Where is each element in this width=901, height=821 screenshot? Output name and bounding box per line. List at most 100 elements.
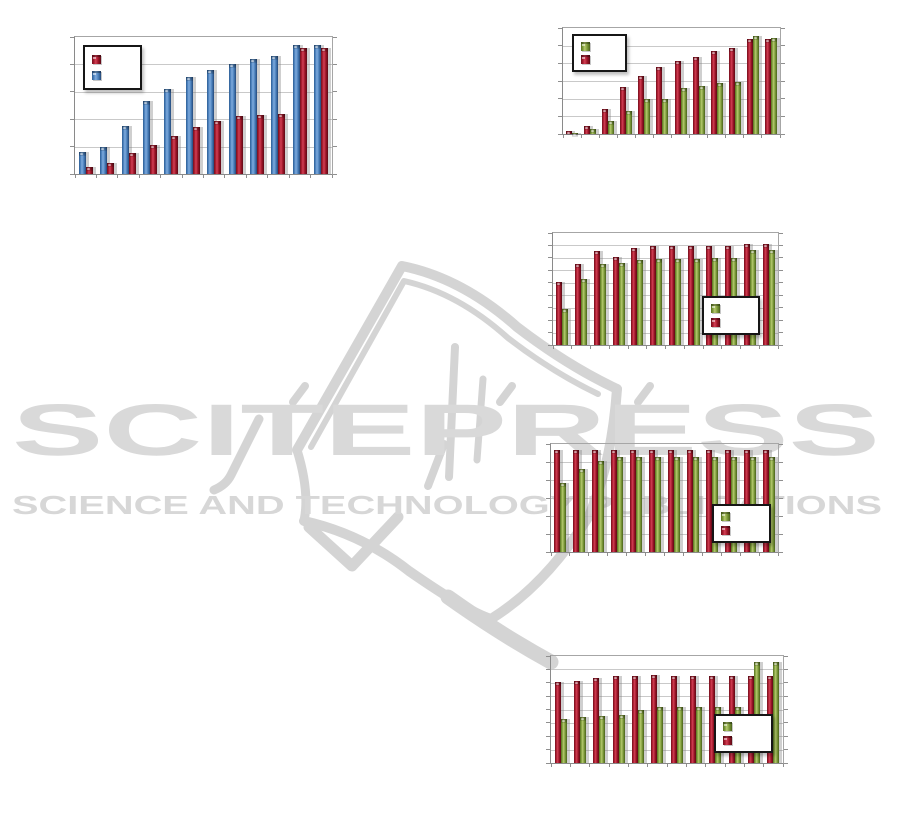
legend-entry bbox=[721, 525, 762, 535]
axis-tick bbox=[558, 133, 562, 135]
axis-tick bbox=[588, 553, 590, 556]
legend-swatch-red bbox=[581, 55, 590, 64]
axis-tick bbox=[546, 515, 550, 517]
bar-green bbox=[572, 132, 579, 138]
axis-tick bbox=[117, 175, 119, 178]
axis-tick bbox=[779, 344, 783, 346]
legend-entry bbox=[92, 71, 133, 81]
axis-tick bbox=[548, 294, 552, 296]
axis-tick bbox=[548, 269, 552, 271]
bar-green bbox=[692, 456, 699, 552]
bar-green bbox=[581, 278, 588, 345]
axis-tick bbox=[558, 45, 562, 47]
axis-tick bbox=[548, 344, 552, 346]
axis-tick bbox=[70, 91, 74, 93]
axis-tick bbox=[569, 764, 571, 767]
axis-tick bbox=[705, 764, 707, 767]
axis-tick bbox=[664, 553, 665, 556]
axis-tick bbox=[616, 135, 618, 138]
axis-tick bbox=[552, 346, 554, 349]
axis-tick bbox=[779, 461, 783, 463]
axis-tick bbox=[779, 443, 783, 445]
axis-tick bbox=[779, 244, 783, 246]
axis-tick bbox=[331, 175, 333, 178]
legend-entry bbox=[581, 55, 618, 64]
bar-red bbox=[612, 676, 619, 763]
axis-tick bbox=[707, 135, 709, 138]
axis-tick bbox=[70, 63, 74, 65]
legend-entry bbox=[92, 54, 133, 64]
axis-tick bbox=[701, 553, 703, 556]
bar-red bbox=[667, 450, 674, 552]
bar-red bbox=[192, 127, 200, 174]
axis-tick bbox=[70, 146, 74, 148]
bar-green bbox=[674, 258, 681, 345]
bar-green bbox=[752, 36, 759, 134]
axis-tick bbox=[779, 551, 783, 553]
figure-bar-chart-center-right bbox=[546, 443, 783, 556]
axis-tick bbox=[245, 175, 247, 178]
axis-tick bbox=[558, 115, 562, 117]
legend-box bbox=[702, 296, 760, 335]
gridline bbox=[553, 307, 778, 309]
gridline bbox=[553, 282, 778, 284]
bar-red bbox=[171, 135, 179, 174]
legend-swatch-blue bbox=[92, 71, 101, 81]
bar-green bbox=[608, 121, 615, 134]
axis-tick bbox=[598, 135, 600, 138]
axis-tick bbox=[627, 346, 629, 349]
axis-tick bbox=[665, 346, 666, 349]
axis-tick bbox=[781, 80, 785, 82]
bar-red bbox=[728, 48, 735, 134]
bar-green bbox=[716, 83, 723, 134]
axis-tick bbox=[580, 135, 582, 138]
bar-green bbox=[598, 461, 605, 552]
bar-red bbox=[706, 246, 713, 345]
axis-tick bbox=[740, 346, 741, 349]
axis-tick bbox=[784, 655, 788, 657]
bar-red bbox=[687, 246, 694, 345]
bar-green bbox=[770, 37, 777, 134]
bar-red bbox=[566, 130, 573, 136]
bar-red bbox=[724, 450, 731, 552]
legend-entry bbox=[723, 735, 764, 745]
gridline bbox=[563, 45, 780, 47]
axis-tick bbox=[779, 533, 783, 535]
axis-tick bbox=[779, 319, 783, 321]
axis-tick bbox=[682, 553, 684, 556]
bar-red bbox=[692, 56, 699, 134]
bar-red bbox=[278, 113, 286, 174]
axis-tick bbox=[784, 762, 788, 764]
bar-red bbox=[630, 450, 637, 552]
logo-accent-2 bbox=[496, 382, 516, 406]
axis-tick bbox=[546, 461, 550, 463]
axis-tick bbox=[546, 709, 550, 710]
axis-tick bbox=[558, 62, 562, 64]
gridline bbox=[563, 81, 780, 82]
figure-bar-chart-top-right bbox=[558, 27, 785, 138]
gridline bbox=[553, 257, 778, 259]
bar-red bbox=[632, 676, 638, 763]
legend-entry bbox=[711, 317, 751, 327]
gridline bbox=[75, 64, 332, 66]
bar-red bbox=[674, 60, 681, 134]
axis-tick bbox=[647, 764, 649, 767]
bar-red bbox=[554, 450, 561, 552]
axis-tick bbox=[634, 135, 636, 138]
axis-tick bbox=[683, 346, 685, 349]
axis-tick bbox=[758, 553, 760, 556]
axis-tick bbox=[224, 175, 226, 178]
gridline bbox=[553, 245, 778, 247]
axis-tick bbox=[781, 115, 785, 117]
axis-tick bbox=[589, 764, 591, 767]
bar-red bbox=[575, 264, 582, 345]
gridline bbox=[551, 736, 783, 738]
bar-red bbox=[593, 250, 600, 345]
axis-tick bbox=[608, 346, 610, 349]
bar-green bbox=[673, 456, 680, 552]
axis-tick bbox=[546, 497, 550, 499]
axis-tick bbox=[779, 332, 783, 334]
gridline bbox=[563, 98, 780, 100]
figure-bar-chart-top-left bbox=[70, 36, 337, 178]
axis-tick bbox=[590, 346, 591, 349]
